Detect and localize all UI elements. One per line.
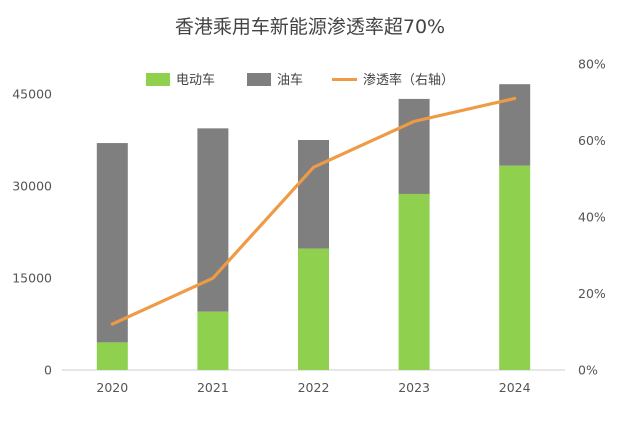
y-left-tick-label: 30000 bbox=[12, 179, 52, 194]
y-right-tick-label: 40% bbox=[578, 210, 606, 225]
legend-swatch-ice bbox=[247, 73, 271, 86]
penetration-line bbox=[110, 96, 517, 326]
y-right-tick-label: 60% bbox=[578, 133, 606, 148]
bar-ev-2021 bbox=[197, 311, 229, 370]
bar-ev-2023 bbox=[398, 193, 430, 370]
y-left-tick-label: 15000 bbox=[12, 271, 52, 286]
legend-label-ev: 电动车 bbox=[176, 72, 215, 88]
y-right-tick-label: 80% bbox=[578, 57, 606, 72]
legend-swatch-ev bbox=[146, 73, 170, 86]
bar-ice-2022 bbox=[298, 140, 329, 249]
x-tick-label: 2022 bbox=[298, 380, 330, 395]
bar-ice-2020 bbox=[96, 143, 128, 343]
bar-ev-2024 bbox=[499, 165, 531, 370]
x-tick-label: 2024 bbox=[499, 380, 531, 395]
bar-ice-2024 bbox=[499, 84, 531, 166]
legend: 电动车 油车 渗透率（右轴） bbox=[146, 72, 454, 88]
x-tick-label: 2020 bbox=[96, 380, 128, 395]
bar-ice-2023 bbox=[398, 98, 430, 194]
bar-ev-2022 bbox=[298, 248, 329, 370]
y-right-axis-ticks: 0% 20% 40% 60% 80% bbox=[578, 57, 606, 378]
legend-label-ice: 油车 bbox=[277, 72, 303, 88]
x-tick-label: 2023 bbox=[398, 380, 430, 395]
x-tick-label: 2021 bbox=[197, 380, 229, 395]
y-right-tick-label: 0% bbox=[578, 363, 598, 378]
y-right-tick-label: 20% bbox=[578, 286, 606, 301]
chart-title: 香港乘用车新能源渗透率超70% bbox=[175, 16, 445, 38]
bar-ev-2020 bbox=[96, 342, 128, 370]
y-left-tick-label: 45000 bbox=[12, 87, 52, 102]
bars bbox=[96, 84, 531, 370]
x-axis-ticks: 2020 2021 2022 2023 2024 bbox=[96, 380, 530, 395]
y-left-axis-ticks: 0 15000 30000 45000 bbox=[12, 87, 52, 378]
y-left-tick-label: 0 bbox=[44, 363, 52, 378]
legend-label-penetration: 渗透率（右轴） bbox=[363, 72, 454, 88]
penetration-line-series bbox=[110, 96, 517, 326]
